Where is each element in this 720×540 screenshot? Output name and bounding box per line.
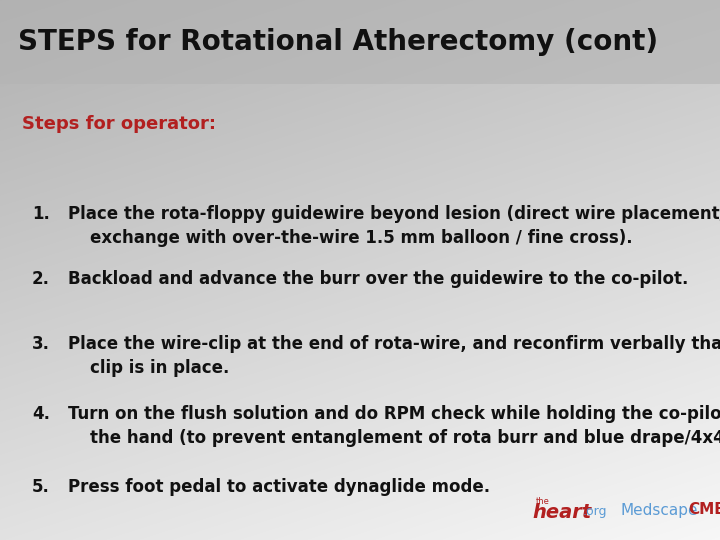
Text: heart: heart	[532, 503, 591, 522]
Text: Medscape: Medscape	[620, 503, 698, 517]
Text: 1.: 1.	[32, 205, 50, 223]
FancyBboxPatch shape	[0, 0, 720, 84]
Text: clip is in place.: clip is in place.	[90, 359, 230, 377]
Text: 5.: 5.	[32, 478, 50, 496]
Text: STEPS for Rotational Atherectomy (cont): STEPS for Rotational Atherectomy (cont)	[18, 28, 658, 56]
Text: the: the	[536, 497, 550, 507]
Text: 2.: 2.	[32, 270, 50, 288]
Text: Turn on the flush solution and do RPM check while holding the co-pilot in: Turn on the flush solution and do RPM ch…	[68, 405, 720, 423]
Text: Place the wire-clip at the end of rota-wire, and reconfirm verbally that wire: Place the wire-clip at the end of rota-w…	[68, 335, 720, 353]
Text: CME: CME	[688, 503, 720, 517]
Text: Backload and advance the burr over the guidewire to the co-pilot.: Backload and advance the burr over the g…	[68, 270, 688, 288]
Text: Press foot pedal to activate dynaglide mode.: Press foot pedal to activate dynaglide m…	[68, 478, 490, 496]
Text: 3.: 3.	[32, 335, 50, 353]
Text: 4.: 4.	[32, 405, 50, 423]
Text: .org: .org	[583, 505, 608, 518]
Text: exchange with over-the-wire 1.5 mm balloon / fine cross).: exchange with over-the-wire 1.5 mm ballo…	[90, 229, 633, 247]
Text: Steps for operator:: Steps for operator:	[22, 115, 216, 133]
Text: the hand (to prevent entanglement of rota burr and blue drape/4x4 gauze).: the hand (to prevent entanglement of rot…	[90, 429, 720, 447]
Text: Place the rota-floppy guidewire beyond lesion (direct wire placement/wire: Place the rota-floppy guidewire beyond l…	[68, 205, 720, 223]
